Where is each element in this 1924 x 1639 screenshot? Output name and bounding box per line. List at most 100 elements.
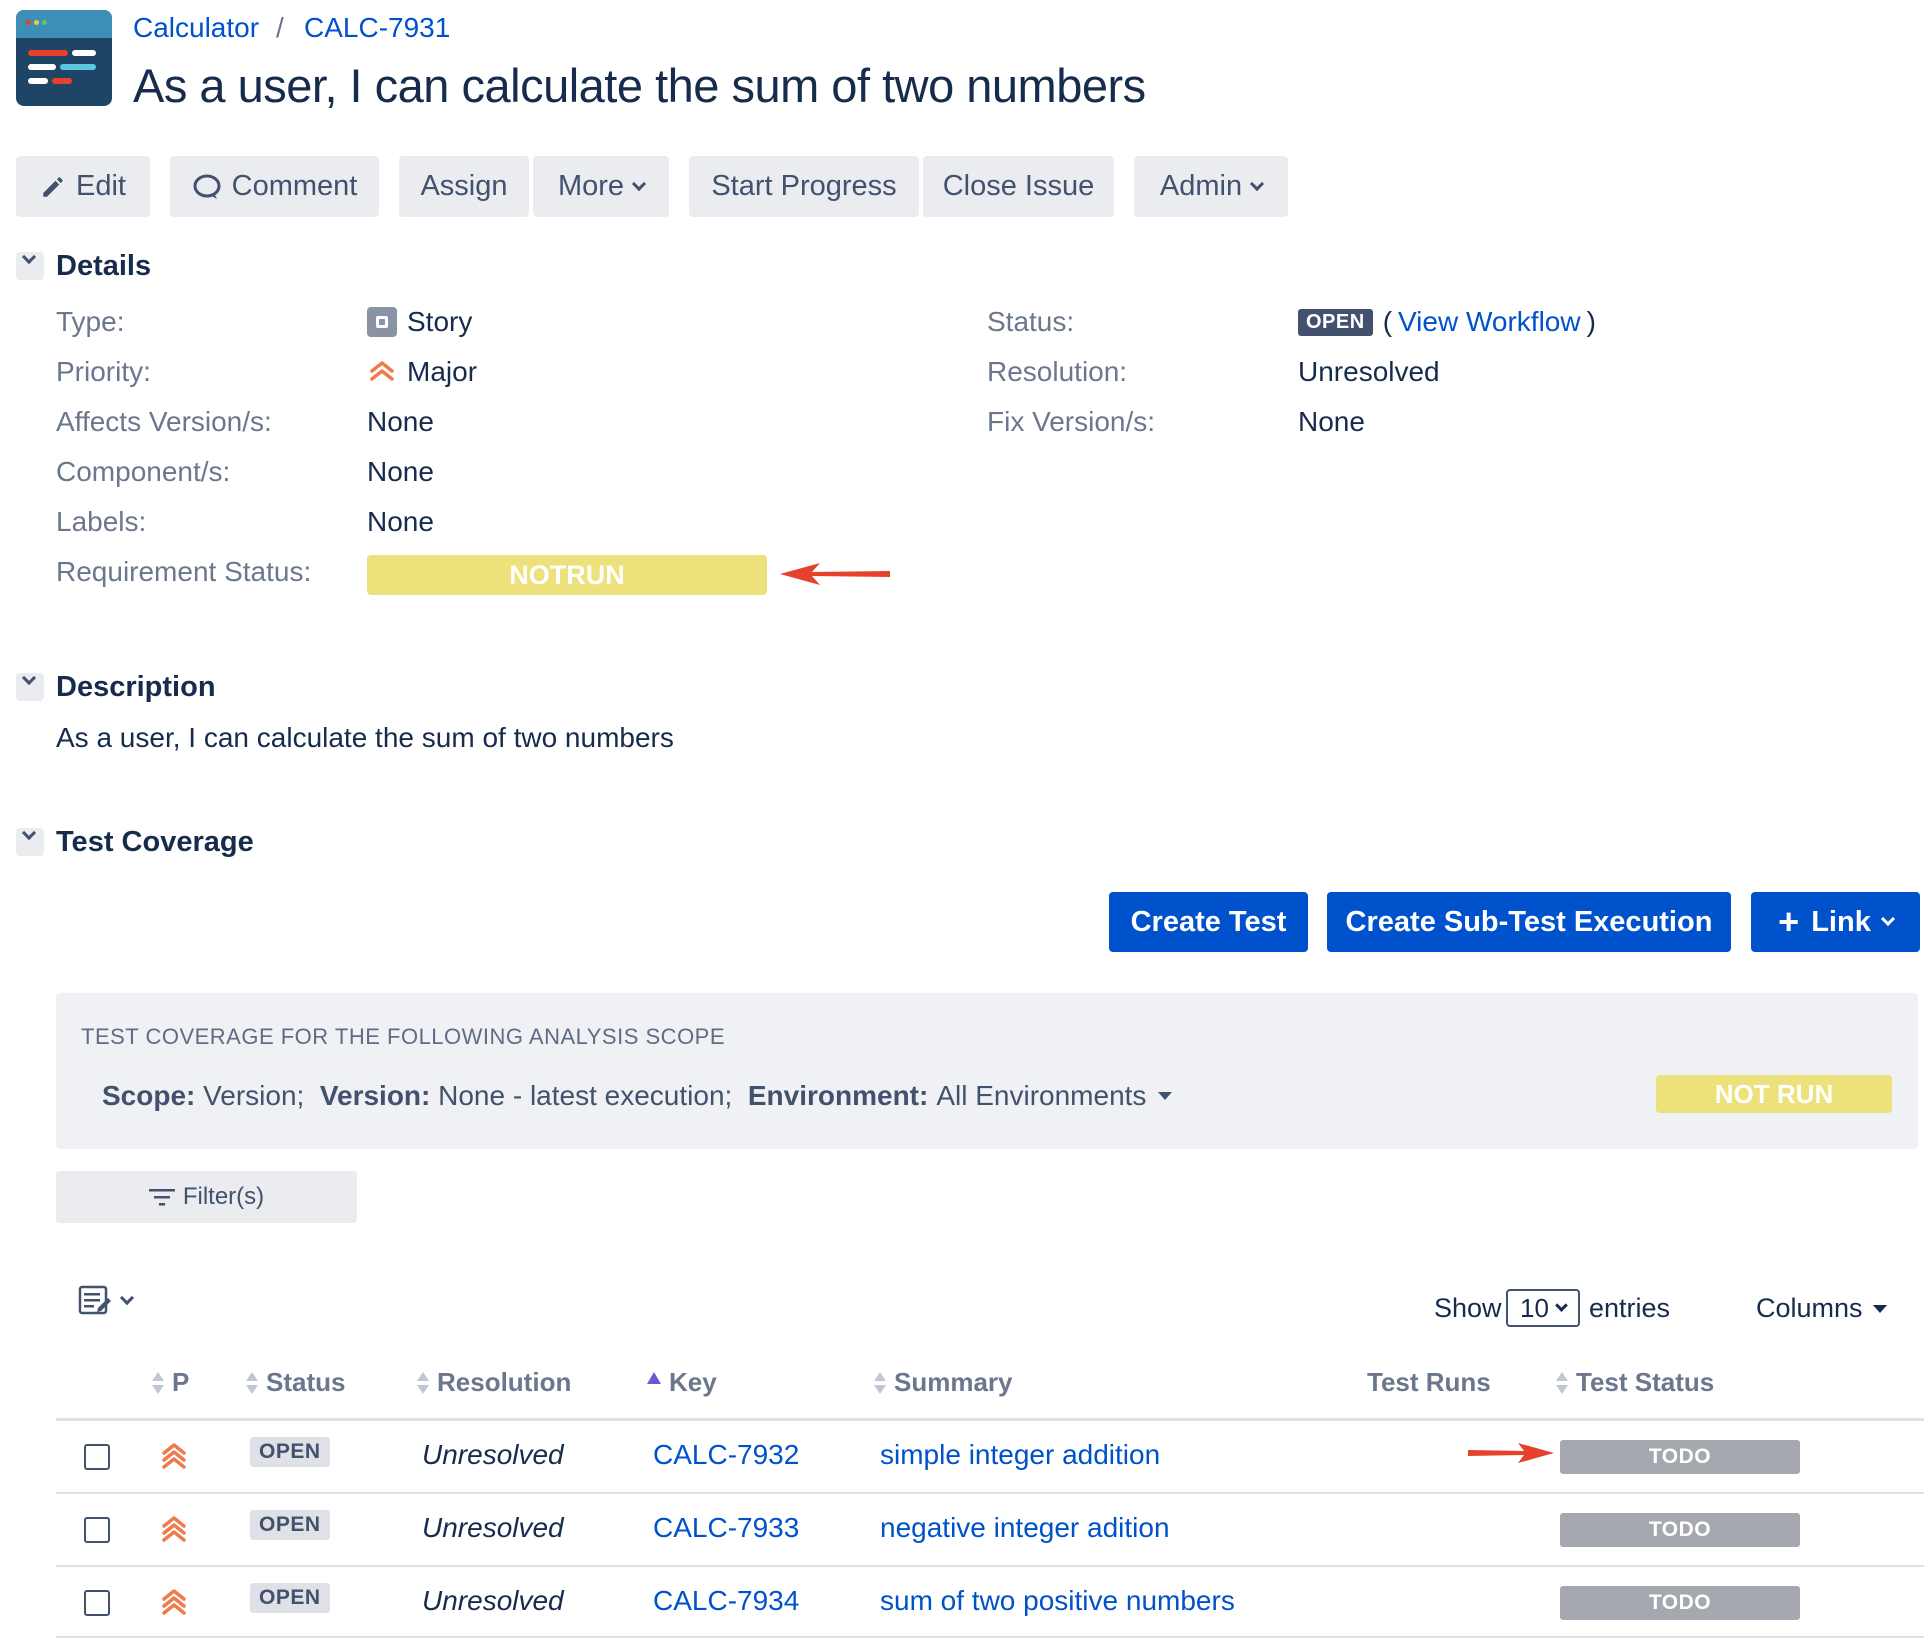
row-status-badge: OPEN bbox=[250, 1510, 330, 1540]
labels-value: None bbox=[367, 506, 434, 537]
priority-major-icon bbox=[370, 361, 394, 381]
type-value: Story bbox=[407, 306, 473, 337]
column-header-resolution-label: Resolution bbox=[437, 1367, 572, 1397]
table-row: OPEN Unresolved CALC-7933 negative integ… bbox=[56, 1494, 1924, 1566]
annotation-arrow-left bbox=[780, 563, 890, 585]
row-divider bbox=[56, 1636, 1924, 1638]
caret-down-icon bbox=[1872, 1304, 1887, 1313]
row-checkbox[interactable] bbox=[84, 1517, 110, 1543]
status-badge: OPEN bbox=[1298, 308, 1373, 336]
page-title: As a user, I can calculate the sum of tw… bbox=[133, 59, 1146, 112]
column-header-priority-label: P bbox=[172, 1367, 190, 1397]
filters-label: Filter(s) bbox=[182, 1183, 265, 1210]
entries-count: 10 bbox=[1520, 1292, 1549, 1323]
assign-button[interactable]: Assign bbox=[399, 156, 529, 217]
close-issue-label: Close Issue bbox=[942, 170, 1095, 202]
resolution-value: Unresolved bbox=[1298, 356, 1440, 387]
overall-test-status-badge: NOT RUN bbox=[1656, 1075, 1892, 1113]
status-label: Status: bbox=[987, 306, 1075, 337]
comment-label: Comment bbox=[231, 170, 358, 202]
environment-selector[interactable]: Environment: All Environments bbox=[748, 1080, 1173, 1112]
scope-label: Scope: bbox=[102, 1080, 196, 1111]
columns-button[interactable]: Columns bbox=[1756, 1293, 1887, 1324]
row-test-status-badge: TODO bbox=[1560, 1440, 1800, 1474]
row-key-link[interactable]: CALC-7933 bbox=[653, 1512, 800, 1543]
chevron-down-icon bbox=[631, 176, 647, 191]
details-toggle[interactable] bbox=[16, 249, 44, 280]
breadcrumb-project[interactable]: Calculator bbox=[133, 12, 260, 43]
priority-major-icon bbox=[162, 1516, 186, 1542]
affects-value: None bbox=[367, 406, 434, 437]
row-resolution: Unresolved bbox=[422, 1585, 564, 1616]
row-test-status-badge: TODO bbox=[1560, 1513, 1800, 1547]
row-summary-link[interactable]: sum of two positive numbers bbox=[880, 1585, 1235, 1616]
priority-label: Priority: bbox=[56, 356, 151, 387]
paren-close: ) bbox=[1586, 306, 1596, 337]
row-resolution: Unresolved bbox=[422, 1439, 564, 1470]
scope-value: Version; bbox=[203, 1080, 305, 1111]
row-resolution: Unresolved bbox=[422, 1512, 564, 1543]
affects-label: Affects Version/s: bbox=[56, 406, 272, 437]
description-toggle[interactable] bbox=[16, 670, 44, 701]
assign-label: Assign bbox=[420, 170, 508, 202]
type-label: Type: bbox=[56, 306, 125, 337]
pencil-icon bbox=[43, 176, 63, 197]
table-header-divider bbox=[56, 1418, 1924, 1421]
comment-button[interactable]: Comment bbox=[170, 156, 379, 217]
admin-label: Admin bbox=[1159, 170, 1243, 202]
row-divider bbox=[56, 1492, 1924, 1494]
start-progress-label: Start Progress bbox=[711, 170, 897, 202]
fix-version-label: Fix Version/s: bbox=[987, 406, 1156, 437]
row-checkbox[interactable] bbox=[84, 1444, 110, 1470]
breadcrumb-issue-key[interactable]: CALC-7931 bbox=[304, 12, 451, 43]
priority-field: Major bbox=[367, 356, 477, 388]
type-field: Story bbox=[367, 306, 472, 338]
requirement-status-badge: NOTRUN bbox=[367, 555, 767, 595]
scope-panel-title: TEST COVERAGE FOR THE FOLLOWING ANALYSIS… bbox=[81, 1024, 726, 1049]
column-header-test-runs[interactable]: Test Runs bbox=[1367, 1367, 1491, 1398]
row-summary-link[interactable]: simple integer addition bbox=[880, 1439, 1161, 1470]
column-header-resolution[interactable]: Resolution bbox=[417, 1367, 571, 1398]
admin-button[interactable]: Admin bbox=[1134, 156, 1288, 217]
breadcrumb-separator: / bbox=[276, 12, 284, 43]
column-header-priority[interactable]: P bbox=[152, 1367, 189, 1398]
row-status-badge: OPEN bbox=[250, 1437, 330, 1467]
sort-icon bbox=[417, 1371, 429, 1394]
create-test-button[interactable]: Create Test bbox=[1109, 892, 1308, 952]
link-button[interactable]: + Link bbox=[1751, 892, 1920, 952]
details-heading: Details bbox=[56, 250, 152, 282]
row-key-link[interactable]: CALC-7932 bbox=[653, 1439, 800, 1470]
chevron-down-icon bbox=[1555, 1298, 1568, 1312]
show-label: Show bbox=[1434, 1293, 1502, 1323]
view-workflow-link[interactable]: View Workflow bbox=[1398, 306, 1581, 337]
resolution-label: Resolution: bbox=[987, 356, 1128, 387]
create-sub-test-execution-button[interactable]: Create Sub-Test Execution bbox=[1327, 892, 1731, 952]
column-header-key[interactable]: Key bbox=[647, 1367, 717, 1398]
paren-open: ( bbox=[1382, 306, 1393, 337]
project-logo bbox=[16, 10, 112, 106]
chevron-down-icon bbox=[119, 1290, 135, 1306]
row-summary-link[interactable]: negative integer adition bbox=[880, 1512, 1170, 1543]
more-button[interactable]: More bbox=[533, 156, 669, 217]
description-heading: Description bbox=[56, 671, 216, 703]
row-key-link[interactable]: CALC-7934 bbox=[653, 1585, 800, 1616]
fix-version-value: None bbox=[1298, 406, 1365, 437]
filters-button[interactable]: Filter(s) bbox=[56, 1171, 357, 1223]
column-header-status[interactable]: Status bbox=[246, 1367, 345, 1398]
row-checkbox[interactable] bbox=[84, 1590, 110, 1616]
column-header-test-status[interactable]: Test Status bbox=[1556, 1367, 1714, 1398]
table-row: OPEN Unresolved CALC-7932 simple integer… bbox=[56, 1421, 1924, 1493]
entries-select[interactable]: 10 bbox=[1506, 1289, 1580, 1327]
plus-icon: + bbox=[1778, 901, 1800, 942]
edit-button[interactable]: Edit bbox=[16, 156, 150, 217]
start-progress-button[interactable]: Start Progress bbox=[689, 156, 919, 217]
close-issue-button[interactable]: Close Issue bbox=[923, 156, 1114, 217]
test-coverage-toggle[interactable] bbox=[16, 825, 44, 856]
column-header-summary[interactable]: Summary bbox=[874, 1367, 1013, 1398]
view-options-button[interactable] bbox=[78, 1284, 135, 1318]
chevron-down-icon bbox=[1250, 176, 1265, 191]
scope-line: Scope: Version; Version: None - latest e… bbox=[102, 1080, 1173, 1112]
status-field: OPEN (View Workflow) bbox=[1298, 306, 1596, 338]
edit-label: Edit bbox=[76, 170, 126, 202]
column-header-summary-label: Summary bbox=[894, 1367, 1013, 1397]
